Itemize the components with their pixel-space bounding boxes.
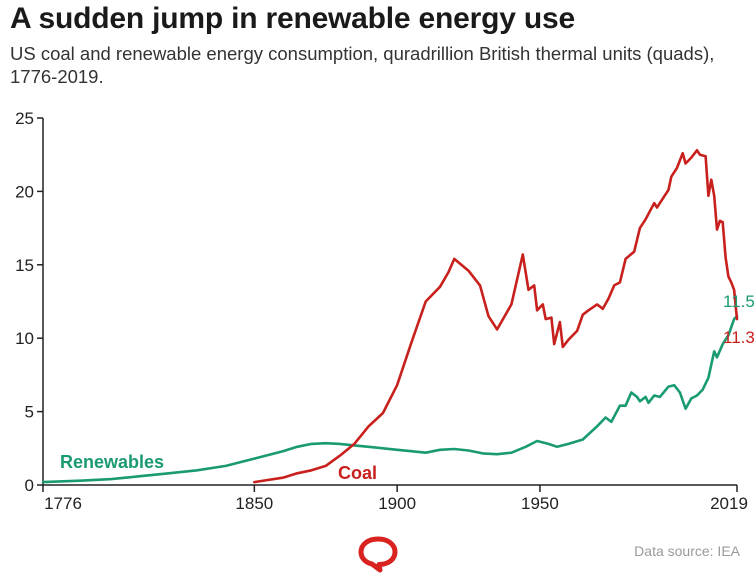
y-tick-label: 20 [15,182,34,201]
y-tick-label: 5 [25,403,34,422]
coal-series-label: Coal [338,463,377,483]
chart-title: A sudden jump in renewable energy use [10,2,575,35]
renewables-end-label: 11.5 [723,292,754,311]
chart-labels: Renewables Coal 11.5 11.3 [60,292,754,483]
chart-subtitle: US coal and renewable energy consumption… [10,43,715,87]
x-tick-label: 1900 [378,494,416,513]
chart-axes: 0 5 10 15 20 25 1776 1850 1900 1950 2019 [15,109,748,513]
coal-end-label: 11.3 [723,328,754,347]
x-tick-label: 1850 [235,494,273,513]
conversation-speech-bubble-logo-icon [358,536,398,573]
x-tick-label: 1950 [521,494,559,513]
y-tick-label: 0 [25,476,34,495]
coal-series-line [253,149,739,484]
x-tick-label: 2019 [710,494,748,513]
x-tick-label: 1776 [44,494,82,513]
chart-series [41,149,739,484]
renewables-series-label: Renewables [60,452,164,472]
renewables-series-line [41,314,739,484]
y-tick-label: 15 [15,256,34,275]
y-tick-label: 25 [15,109,34,128]
data-source-credit: Data source: IEA [634,543,740,559]
y-tick-label: 10 [15,329,34,348]
